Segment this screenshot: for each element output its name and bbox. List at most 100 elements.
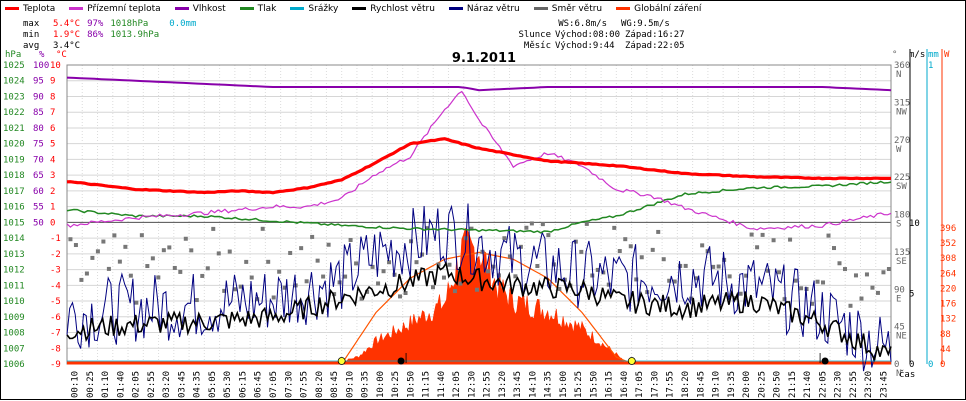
x-tick-label: 21:15	[788, 371, 798, 398]
radiation-tick: 308	[940, 254, 956, 264]
temperature-tick: 4	[50, 155, 55, 165]
x-tick-label: 23:45	[879, 371, 889, 398]
x-tick-label: 20:00	[742, 371, 752, 398]
wind-direction-point	[573, 239, 578, 244]
radiation-tick: 176	[940, 300, 956, 310]
wind-direction-point	[430, 285, 435, 290]
rain-tick: 1	[928, 61, 933, 71]
legend-label: Náraz větru	[466, 4, 520, 14]
temperature-tick: -3	[50, 266, 61, 276]
wind-direction-point	[821, 280, 826, 285]
min-label: min	[23, 30, 40, 40]
direction-tick: 315	[894, 98, 910, 108]
wind-direction-point	[524, 225, 529, 230]
x-tick-label: 12:05	[452, 371, 462, 398]
x-tick-label: 20:25	[757, 371, 767, 398]
x-tick-label: 17:55	[666, 371, 676, 398]
wind-direction-point	[387, 260, 392, 265]
wind-direction-point	[815, 279, 820, 284]
x-tick-label: 09:10	[345, 371, 355, 398]
radiation-tick: 352	[940, 239, 956, 249]
humidity-tick: 50	[33, 218, 44, 228]
wind-direction-point	[760, 232, 765, 237]
wind-direction-point	[260, 226, 265, 231]
wind-direction-point	[315, 258, 320, 263]
wind-direction-point	[617, 249, 622, 254]
x-tick-label: 14:10	[528, 371, 538, 398]
temperature-tick: 6	[50, 124, 55, 134]
wind-direction-point	[359, 296, 364, 301]
wind-direction-point	[672, 279, 677, 284]
wind-direction-point	[656, 229, 661, 234]
legend-label: Tlak	[257, 4, 277, 14]
temperature-tick: -4	[50, 281, 61, 291]
legend-item: Náraz větru	[448, 4, 520, 14]
legend-swatch	[448, 7, 463, 10]
wind-direction-point	[832, 246, 837, 251]
x-tick-label: 20:50	[773, 371, 783, 398]
moonrise-marker	[397, 357, 405, 365]
wind-direction-point	[414, 260, 419, 265]
wind-summary-row: WS:6.8m/s WG:9.5m/s	[511, 19, 685, 30]
wind-direction-point	[557, 286, 562, 291]
wind-gust-line	[66, 203, 892, 372]
radiation-tick: 396	[940, 224, 956, 234]
x-tick-label: 13:20	[498, 371, 508, 398]
wind-direction-point	[881, 270, 886, 275]
wind-direction-point	[227, 249, 232, 254]
direction-tick: 270	[894, 136, 910, 146]
x-tick-label: 07:05	[269, 371, 279, 398]
temperature-tick: -1	[50, 234, 61, 244]
wind-direction-point	[777, 270, 782, 275]
wind-direction-point	[837, 261, 842, 266]
sunset-marker	[627, 357, 636, 365]
wind-direction-point	[79, 277, 84, 282]
legend-label: Globální záření	[634, 4, 702, 14]
wind-direction-point	[826, 233, 831, 238]
wind-direction-point	[381, 269, 386, 274]
x-tick-label: 07:55	[300, 371, 310, 398]
humidity-tick: 95	[33, 77, 44, 87]
stats-panel: max 5.4°C 97% 1018hPa 0.0mm min 1.9°C 86% 1013.…	[23, 19, 203, 52]
humidity-tick: 70	[33, 155, 44, 165]
astro-panel: WS:6.8m/s WG:9.5m/s Slunce Východ:08:00 Záp…	[511, 19, 685, 52]
x-tick-label: 08:20	[315, 371, 325, 398]
wind-direction-point	[507, 254, 512, 259]
x-tick-label: 22:55	[849, 371, 859, 398]
moon-label: Měsíc	[523, 41, 551, 51]
x-tick-label: 03:20	[162, 371, 172, 398]
wind-direction-point	[518, 244, 523, 249]
stats-max-row: max 5.4°C 97% 1018hPa 0.0mm	[23, 19, 203, 30]
wind-direction-point	[156, 275, 161, 280]
wind-direction-point	[623, 237, 628, 242]
direction-compass: SE	[896, 257, 907, 267]
direction-compass: E	[896, 294, 901, 304]
wind-tick: 10	[909, 219, 920, 229]
wind-direction-point	[233, 287, 238, 292]
wind-direction-point	[458, 281, 463, 286]
wind-direction-point	[249, 275, 254, 280]
temperature-tick: 0	[50, 218, 55, 228]
x-tick-label: 03:45	[177, 371, 187, 398]
wind-direction-point	[683, 263, 688, 268]
x-tick-label: 19:10	[712, 371, 722, 398]
wind-direction-point	[178, 269, 183, 274]
wind-direction-point	[73, 243, 78, 248]
wind-direction-point	[595, 267, 600, 272]
wind-direction-point	[606, 282, 611, 287]
moon-row: Měsíc Východ:9:44 Západ:22:05	[511, 41, 685, 52]
legend-item: Směr větru	[533, 4, 602, 14]
pressure-line	[66, 180, 892, 234]
x-tick-label: 23:20	[864, 371, 874, 398]
moonset-time: Západ:22:05	[625, 41, 685, 51]
wind-direction-point	[766, 268, 771, 273]
wind-direction-point	[150, 256, 155, 261]
humidity-tick: 75	[33, 140, 44, 150]
x-tick-label: 00:25	[86, 371, 96, 398]
pressure-tick: 1012	[3, 266, 25, 276]
pressure-tick: 1007	[3, 344, 25, 354]
wind-direction-point	[870, 285, 875, 290]
wind-direction-point	[200, 273, 205, 278]
min-pressure: 1013.9hPa	[110, 30, 160, 40]
rain-axis-label: mm	[928, 50, 939, 60]
